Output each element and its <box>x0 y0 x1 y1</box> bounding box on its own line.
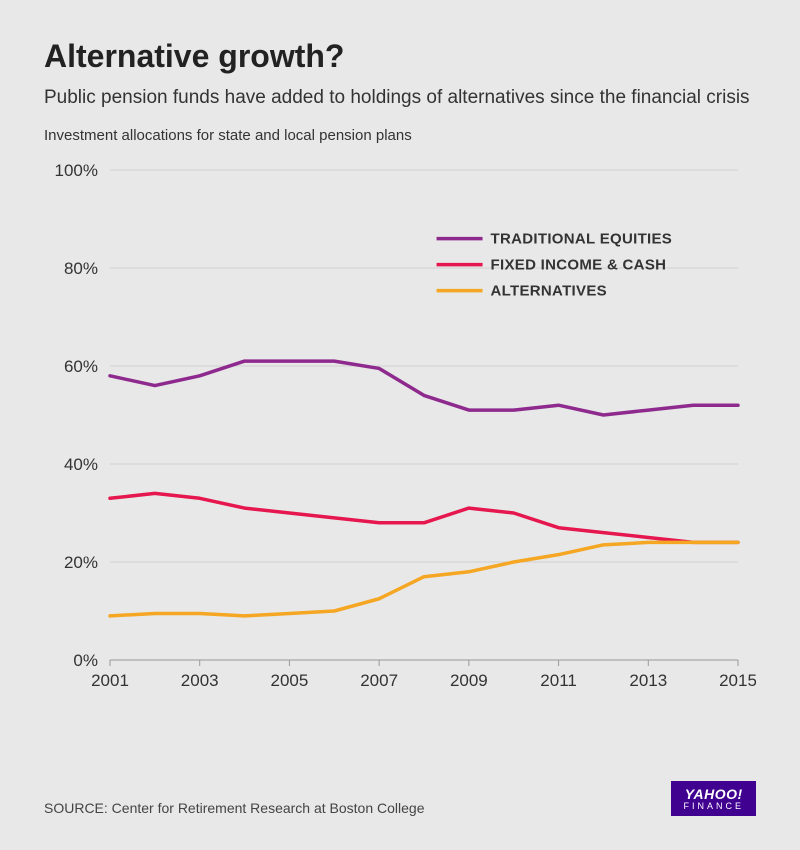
y-tick-label: 40% <box>64 455 98 474</box>
x-tick-label: 2007 <box>360 671 398 690</box>
x-tick-label: 2011 <box>540 671 577 690</box>
chart-subtitle: Public pension funds have added to holdi… <box>44 85 756 111</box>
logo-bottom-text: FINANCE <box>683 802 744 811</box>
y-tick-label: 60% <box>64 357 98 376</box>
legend: TRADITIONAL EQUITIES FIXED INCOME & CASH A… <box>437 230 673 299</box>
series-line <box>110 542 738 616</box>
x-tick-label: 2005 <box>271 671 309 690</box>
chart-title: Alternative growth? <box>44 38 756 75</box>
legend-label: ALTERNATIVES <box>491 282 607 299</box>
y-tick-label: 80% <box>64 259 98 278</box>
x-tick-label: 2003 <box>181 671 219 690</box>
chart-container: Alternative growth? Public pension funds… <box>0 0 800 850</box>
x-tick-label: 2015 <box>719 671 756 690</box>
source-attribution: SOURCE: Center for Retirement Research a… <box>44 800 425 816</box>
y-tick-label: 0% <box>73 651 98 670</box>
y-tick-label: 100% <box>55 161 98 180</box>
legend-label: TRADITIONAL EQUITIES <box>491 230 673 247</box>
series-line <box>110 493 738 542</box>
x-tick-label: 2009 <box>450 671 488 690</box>
legend-label: FIXED INCOME & CASH <box>491 256 667 273</box>
chart-footer: SOURCE: Center for Retirement Research a… <box>44 781 756 816</box>
x-tick-label: 2001 <box>91 671 129 690</box>
line-chart-svg: 0% 20% 40% 60% 80% 100% 2001 2003 2005 2007 2009 20… <box>44 152 756 702</box>
y-tick-label: 20% <box>64 553 98 572</box>
series-line <box>110 361 738 415</box>
logo-top-text: YAHOO! <box>683 787 744 801</box>
plot-area: 0% 20% 40% 60% 80% 100% 2001 2003 2005 2007 2009 20… <box>44 152 756 702</box>
yahoo-finance-logo: YAHOO! FINANCE <box>671 781 756 816</box>
chart-axis-description: Investment allocations for state and loc… <box>44 127 756 144</box>
x-tick-label: 2013 <box>629 671 667 690</box>
